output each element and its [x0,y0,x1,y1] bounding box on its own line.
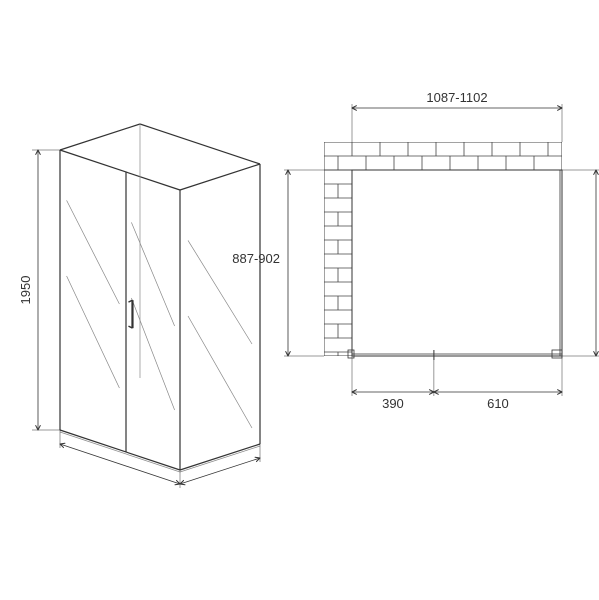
plan-view: 1087-1102842887-902390610 [232,90,599,411]
dim-top-width: 1087-1102 [426,90,487,105]
dim-left: 887-902 [232,251,280,266]
isometric-view: 1950 [18,124,260,488]
dim-height: 1950 [18,276,33,305]
dim-bottom-right: 610 [487,396,509,411]
dim-bottom-left: 390 [382,396,404,411]
